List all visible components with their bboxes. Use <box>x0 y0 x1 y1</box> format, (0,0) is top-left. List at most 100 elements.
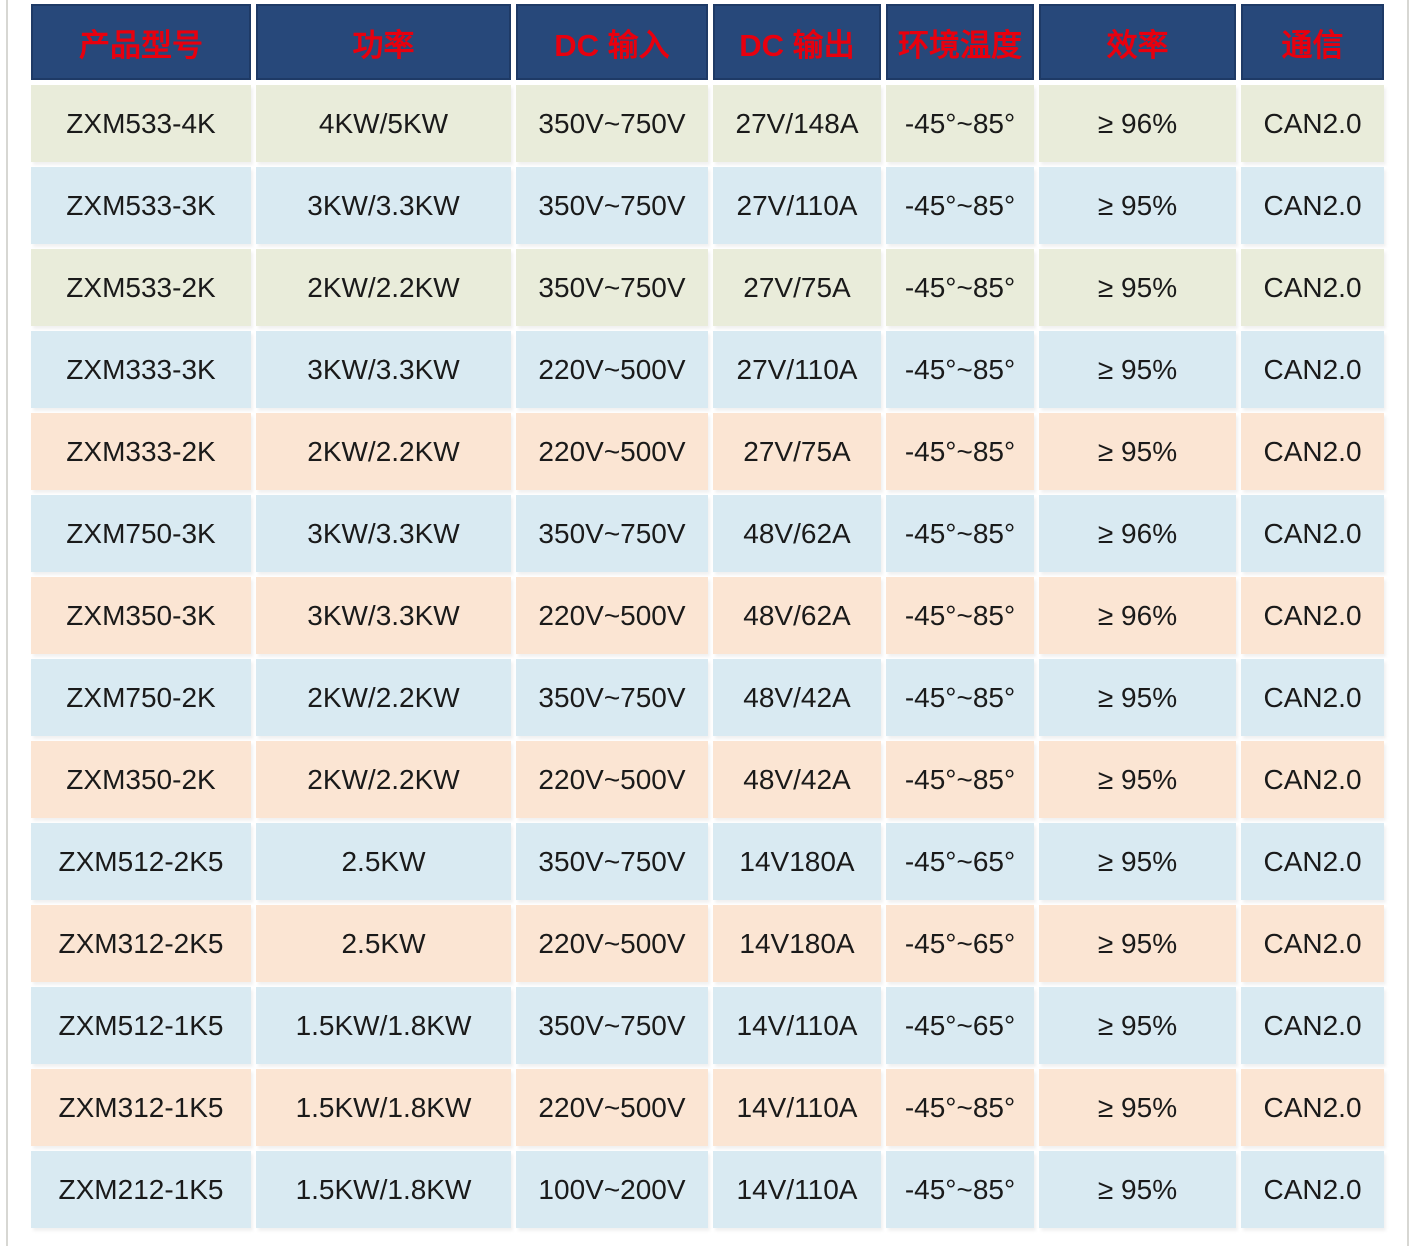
spec-table: 产品型号 功率 DC 输入 DC 输出 环境温度 效率 通信 ZXM533-4K… <box>31 4 1384 1228</box>
cell-communication: CAN2.0 <box>1241 1151 1384 1228</box>
cell-model: ZXM312-2K5 <box>31 905 251 982</box>
cell-power: 1.5KW/1.8KW <box>256 987 511 1064</box>
cell-model: ZXM533-3K <box>31 167 251 244</box>
cell-dc-output: 27V/110A <box>713 167 881 244</box>
cell-communication: CAN2.0 <box>1241 495 1384 572</box>
cell-dc-input: 350V~750V <box>516 659 708 736</box>
cell-ambient-temp: -45°~85° <box>886 659 1034 736</box>
cell-communication: CAN2.0 <box>1241 1069 1384 1146</box>
cell-dc-input: 350V~750V <box>516 85 708 162</box>
column-header-model: 产品型号 <box>31 4 251 80</box>
column-header-efficiency: 效率 <box>1039 4 1236 80</box>
cell-efficiency: ≥ 95% <box>1039 987 1236 1064</box>
cell-ambient-temp: -45°~85° <box>886 249 1034 326</box>
cell-efficiency: ≥ 95% <box>1039 823 1236 900</box>
cell-efficiency: ≥ 95% <box>1039 413 1236 490</box>
cell-power: 1.5KW/1.8KW <box>256 1069 511 1146</box>
cell-efficiency: ≥ 95% <box>1039 331 1236 408</box>
cell-communication: CAN2.0 <box>1241 741 1384 818</box>
cell-efficiency: ≥ 95% <box>1039 1069 1236 1146</box>
cell-communication: CAN2.0 <box>1241 659 1384 736</box>
cell-power: 2.5KW <box>256 905 511 982</box>
cell-dc-output: 48V/62A <box>713 577 881 654</box>
cell-power: 3KW/3.3KW <box>256 495 511 572</box>
cell-efficiency: ≥ 96% <box>1039 85 1236 162</box>
cell-dc-output: 48V/42A <box>713 659 881 736</box>
cell-dc-output: 27V/148A <box>713 85 881 162</box>
cell-dc-input: 100V~200V <box>516 1151 708 1228</box>
cell-dc-output: 48V/42A <box>713 741 881 818</box>
cell-efficiency: ≥ 95% <box>1039 249 1236 326</box>
cell-dc-output: 14V/110A <box>713 1151 881 1228</box>
cell-ambient-temp: -45°~85° <box>886 167 1034 244</box>
cell-ambient-temp: -45°~85° <box>886 1151 1034 1228</box>
cell-communication: CAN2.0 <box>1241 823 1384 900</box>
cell-communication: CAN2.0 <box>1241 905 1384 982</box>
cell-dc-input: 220V~500V <box>516 741 708 818</box>
cell-model: ZXM350-3K <box>31 577 251 654</box>
cell-power: 2KW/2.2KW <box>256 413 511 490</box>
column-header-ambient-temp: 环境温度 <box>886 4 1034 80</box>
cell-dc-input: 350V~750V <box>516 987 708 1064</box>
cell-dc-input: 220V~500V <box>516 331 708 408</box>
cell-power: 2KW/2.2KW <box>256 249 511 326</box>
cell-dc-output: 27V/75A <box>713 413 881 490</box>
cell-dc-input: 350V~750V <box>516 823 708 900</box>
cell-model: ZXM312-1K5 <box>31 1069 251 1146</box>
cell-dc-input: 220V~500V <box>516 905 708 982</box>
cell-dc-input: 220V~500V <box>516 1069 708 1146</box>
cell-power: 3KW/3.3KW <box>256 167 511 244</box>
cell-efficiency: ≥ 95% <box>1039 905 1236 982</box>
cell-model: ZXM750-3K <box>31 495 251 572</box>
cell-communication: CAN2.0 <box>1241 249 1384 326</box>
cell-efficiency: ≥ 96% <box>1039 495 1236 572</box>
cell-dc-input: 220V~500V <box>516 413 708 490</box>
column-header-dc-input: DC 输入 <box>516 4 708 80</box>
cell-dc-output: 14V180A <box>713 905 881 982</box>
cell-communication: CAN2.0 <box>1241 577 1384 654</box>
cell-communication: CAN2.0 <box>1241 85 1384 162</box>
page-border-right <box>1407 0 1409 1246</box>
cell-dc-output: 14V180A <box>713 823 881 900</box>
cell-ambient-temp: -45°~85° <box>886 331 1034 408</box>
cell-efficiency: ≥ 96% <box>1039 577 1236 654</box>
cell-efficiency: ≥ 95% <box>1039 1151 1236 1228</box>
cell-communication: CAN2.0 <box>1241 331 1384 408</box>
cell-ambient-temp: -45°~85° <box>886 85 1034 162</box>
cell-dc-output: 14V/110A <box>713 1069 881 1146</box>
cell-dc-output: 48V/62A <box>713 495 881 572</box>
cell-power: 4KW/5KW <box>256 85 511 162</box>
cell-efficiency: ≥ 95% <box>1039 659 1236 736</box>
cell-ambient-temp: -45°~85° <box>886 1069 1034 1146</box>
cell-power: 1.5KW/1.8KW <box>256 1151 511 1228</box>
column-header-power: 功率 <box>256 4 511 80</box>
cell-ambient-temp: -45°~65° <box>886 987 1034 1064</box>
cell-dc-output: 27V/110A <box>713 331 881 408</box>
cell-ambient-temp: -45°~85° <box>886 495 1034 572</box>
cell-dc-output: 27V/75A <box>713 249 881 326</box>
cell-power: 2KW/2.2KW <box>256 741 511 818</box>
cell-model: ZXM512-1K5 <box>31 987 251 1064</box>
cell-efficiency: ≥ 95% <box>1039 167 1236 244</box>
cell-dc-input: 350V~750V <box>516 249 708 326</box>
cell-model: ZXM212-1K5 <box>31 1151 251 1228</box>
cell-ambient-temp: -45°~65° <box>886 905 1034 982</box>
column-header-communication: 通信 <box>1241 4 1384 80</box>
cell-model: ZXM533-4K <box>31 85 251 162</box>
cell-model: ZXM533-2K <box>31 249 251 326</box>
cell-power: 2.5KW <box>256 823 511 900</box>
cell-communication: CAN2.0 <box>1241 167 1384 244</box>
cell-dc-output: 14V/110A <box>713 987 881 1064</box>
cell-model: ZXM333-2K <box>31 413 251 490</box>
column-header-dc-output: DC 输出 <box>713 4 881 80</box>
cell-power: 3KW/3.3KW <box>256 577 511 654</box>
cell-model: ZXM350-2K <box>31 741 251 818</box>
cell-ambient-temp: -45°~65° <box>886 823 1034 900</box>
cell-ambient-temp: -45°~85° <box>886 577 1034 654</box>
cell-communication: CAN2.0 <box>1241 987 1384 1064</box>
cell-dc-input: 220V~500V <box>516 577 708 654</box>
cell-model: ZXM750-2K <box>31 659 251 736</box>
cell-ambient-temp: -45°~85° <box>886 741 1034 818</box>
cell-dc-input: 350V~750V <box>516 167 708 244</box>
